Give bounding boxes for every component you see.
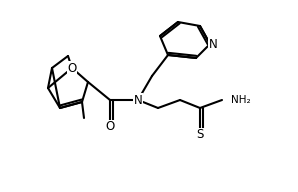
Text: NH₂: NH₂ [231,95,251,105]
Text: N: N [209,37,217,50]
Text: O: O [105,121,115,133]
Text: S: S [196,128,204,142]
Text: O: O [67,61,77,74]
Text: N: N [134,94,142,107]
